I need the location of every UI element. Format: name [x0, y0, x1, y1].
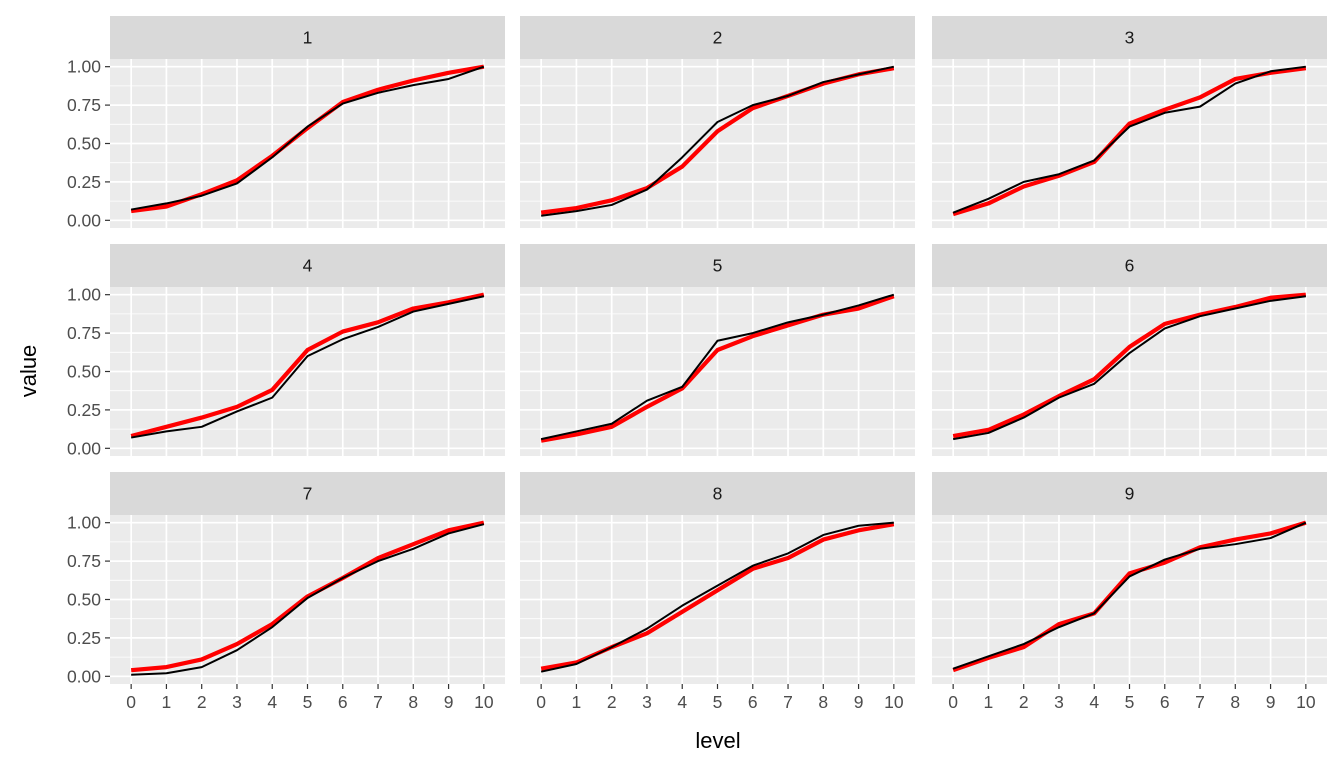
y-tick-label: 0.75: [67, 551, 101, 571]
x-tick-label: 6: [1160, 692, 1170, 712]
x-tick-label: 7: [1195, 692, 1205, 712]
facet-strip-label: 3: [1125, 28, 1135, 48]
x-tick-label: 0: [126, 692, 136, 712]
facet-strip: [520, 472, 915, 515]
axes-layer: 0.00 0.25 0.50 0.75 1.00 0.00 0.25 0.50 0.75 1.00…: [67, 57, 1316, 712]
y-tick-label: 0.75: [67, 95, 101, 115]
x-tick-label: 1: [572, 692, 582, 712]
facet-strip-label: 6: [1125, 256, 1135, 276]
x-tick-label: 8: [408, 692, 418, 712]
facet-panel-9: 9: [932, 472, 1327, 684]
x-tick-label: 5: [1125, 692, 1135, 712]
y-tick-label: 1.00: [67, 285, 101, 305]
facet-panel-1: 1: [110, 16, 505, 228]
x-tick-label: 2: [1019, 692, 1029, 712]
facet-strip-label: 4: [303, 256, 313, 276]
series-line-black: [540, 293, 895, 441]
series-line-black: [541, 65, 895, 217]
x-tick-label: 7: [373, 692, 383, 712]
series-line-black: [952, 295, 1306, 441]
series-line-red: [952, 292, 1307, 439]
x-tick-label: 0: [536, 692, 546, 712]
facet-strip-label: 8: [713, 484, 723, 504]
y-tick-label: 0.00: [67, 438, 101, 458]
facet-panel-5: 5: [520, 244, 915, 456]
y-tick-label: 1.00: [67, 513, 101, 533]
series-line-black: [130, 65, 485, 211]
x-tick-label: 6: [748, 692, 758, 712]
x-tick-label: 4: [677, 692, 687, 712]
facet-panel-7: 7: [110, 472, 505, 684]
x-tick-label: 1: [984, 692, 994, 712]
x-tick-label: 3: [1054, 692, 1064, 712]
series-line-red: [952, 66, 1307, 217]
series-line-black: [130, 295, 485, 439]
facet-strip-label: 1: [303, 28, 313, 48]
facet-strip-label: 5: [713, 256, 723, 276]
facet-panel-3: 3: [932, 16, 1327, 228]
series-line-red: [130, 520, 485, 673]
x-tick-label: 5: [303, 692, 313, 712]
facet-strip: [110, 244, 505, 287]
x-tick-label: 10: [474, 692, 494, 712]
y-tick-label: 0.50: [67, 134, 101, 154]
x-tick-label: 9: [1266, 692, 1276, 712]
x-tick-label: 10: [1296, 692, 1316, 712]
facet-strip-label: 9: [1125, 484, 1135, 504]
facet-strip-label: 7: [303, 484, 313, 504]
x-tick-label: 2: [197, 692, 207, 712]
y-tick-label: 0.25: [67, 400, 101, 420]
y-axis-title: value: [16, 345, 41, 398]
x-tick-label: 7: [783, 692, 793, 712]
series-line-red: [130, 292, 485, 439]
panels-layer: 1 2 3 4 5 6 7 8 9: [110, 16, 1327, 684]
y-tick-label: 0.25: [67, 172, 101, 192]
y-tick-label: 0.00: [67, 666, 101, 686]
facet-strip: [520, 16, 915, 59]
x-tick-label: 9: [444, 692, 454, 712]
x-axis-title: level: [695, 728, 740, 753]
facet-strip: [110, 472, 505, 515]
x-tick-label: 10: [884, 692, 904, 712]
facet-strip: [520, 244, 915, 287]
facet-strip: [110, 16, 505, 59]
facet-panel-8: 8: [520, 472, 915, 684]
x-tick-label: 8: [818, 692, 828, 712]
series-line-black: [540, 521, 894, 673]
x-tick-label: 3: [642, 692, 652, 712]
facet-panel-6: 6: [932, 244, 1327, 456]
y-tick-label: 0.50: [67, 362, 101, 382]
facet-panel-2: 2: [520, 16, 915, 228]
y-tick-label: 1.00: [67, 57, 101, 77]
x-tick-label: 5: [713, 692, 723, 712]
x-tick-label: 2: [607, 692, 617, 712]
facet-strip-label: 2: [713, 28, 723, 48]
series-line-black: [952, 65, 1306, 214]
series-line-black: [952, 521, 1307, 670]
x-tick-label: 4: [267, 692, 277, 712]
series-line-red: [952, 520, 1307, 673]
x-tick-label: 1: [162, 692, 172, 712]
facet-panel-4: 4: [110, 244, 505, 456]
y-tick-label: 0.50: [67, 590, 101, 610]
facet-strip: [932, 16, 1327, 59]
x-tick-label: 0: [948, 692, 958, 712]
x-tick-label: 6: [338, 692, 348, 712]
y-tick-label: 0.00: [67, 210, 101, 230]
series-line-black: [131, 523, 485, 676]
facet-strip: [932, 472, 1327, 515]
y-tick-label: 0.75: [67, 323, 101, 343]
x-tick-label: 4: [1089, 692, 1099, 712]
x-tick-label: 9: [854, 692, 864, 712]
y-tick-label: 0.25: [67, 628, 101, 648]
x-tick-label: 8: [1230, 692, 1240, 712]
facet-strip: [932, 244, 1327, 287]
x-tick-label: 3: [232, 692, 242, 712]
